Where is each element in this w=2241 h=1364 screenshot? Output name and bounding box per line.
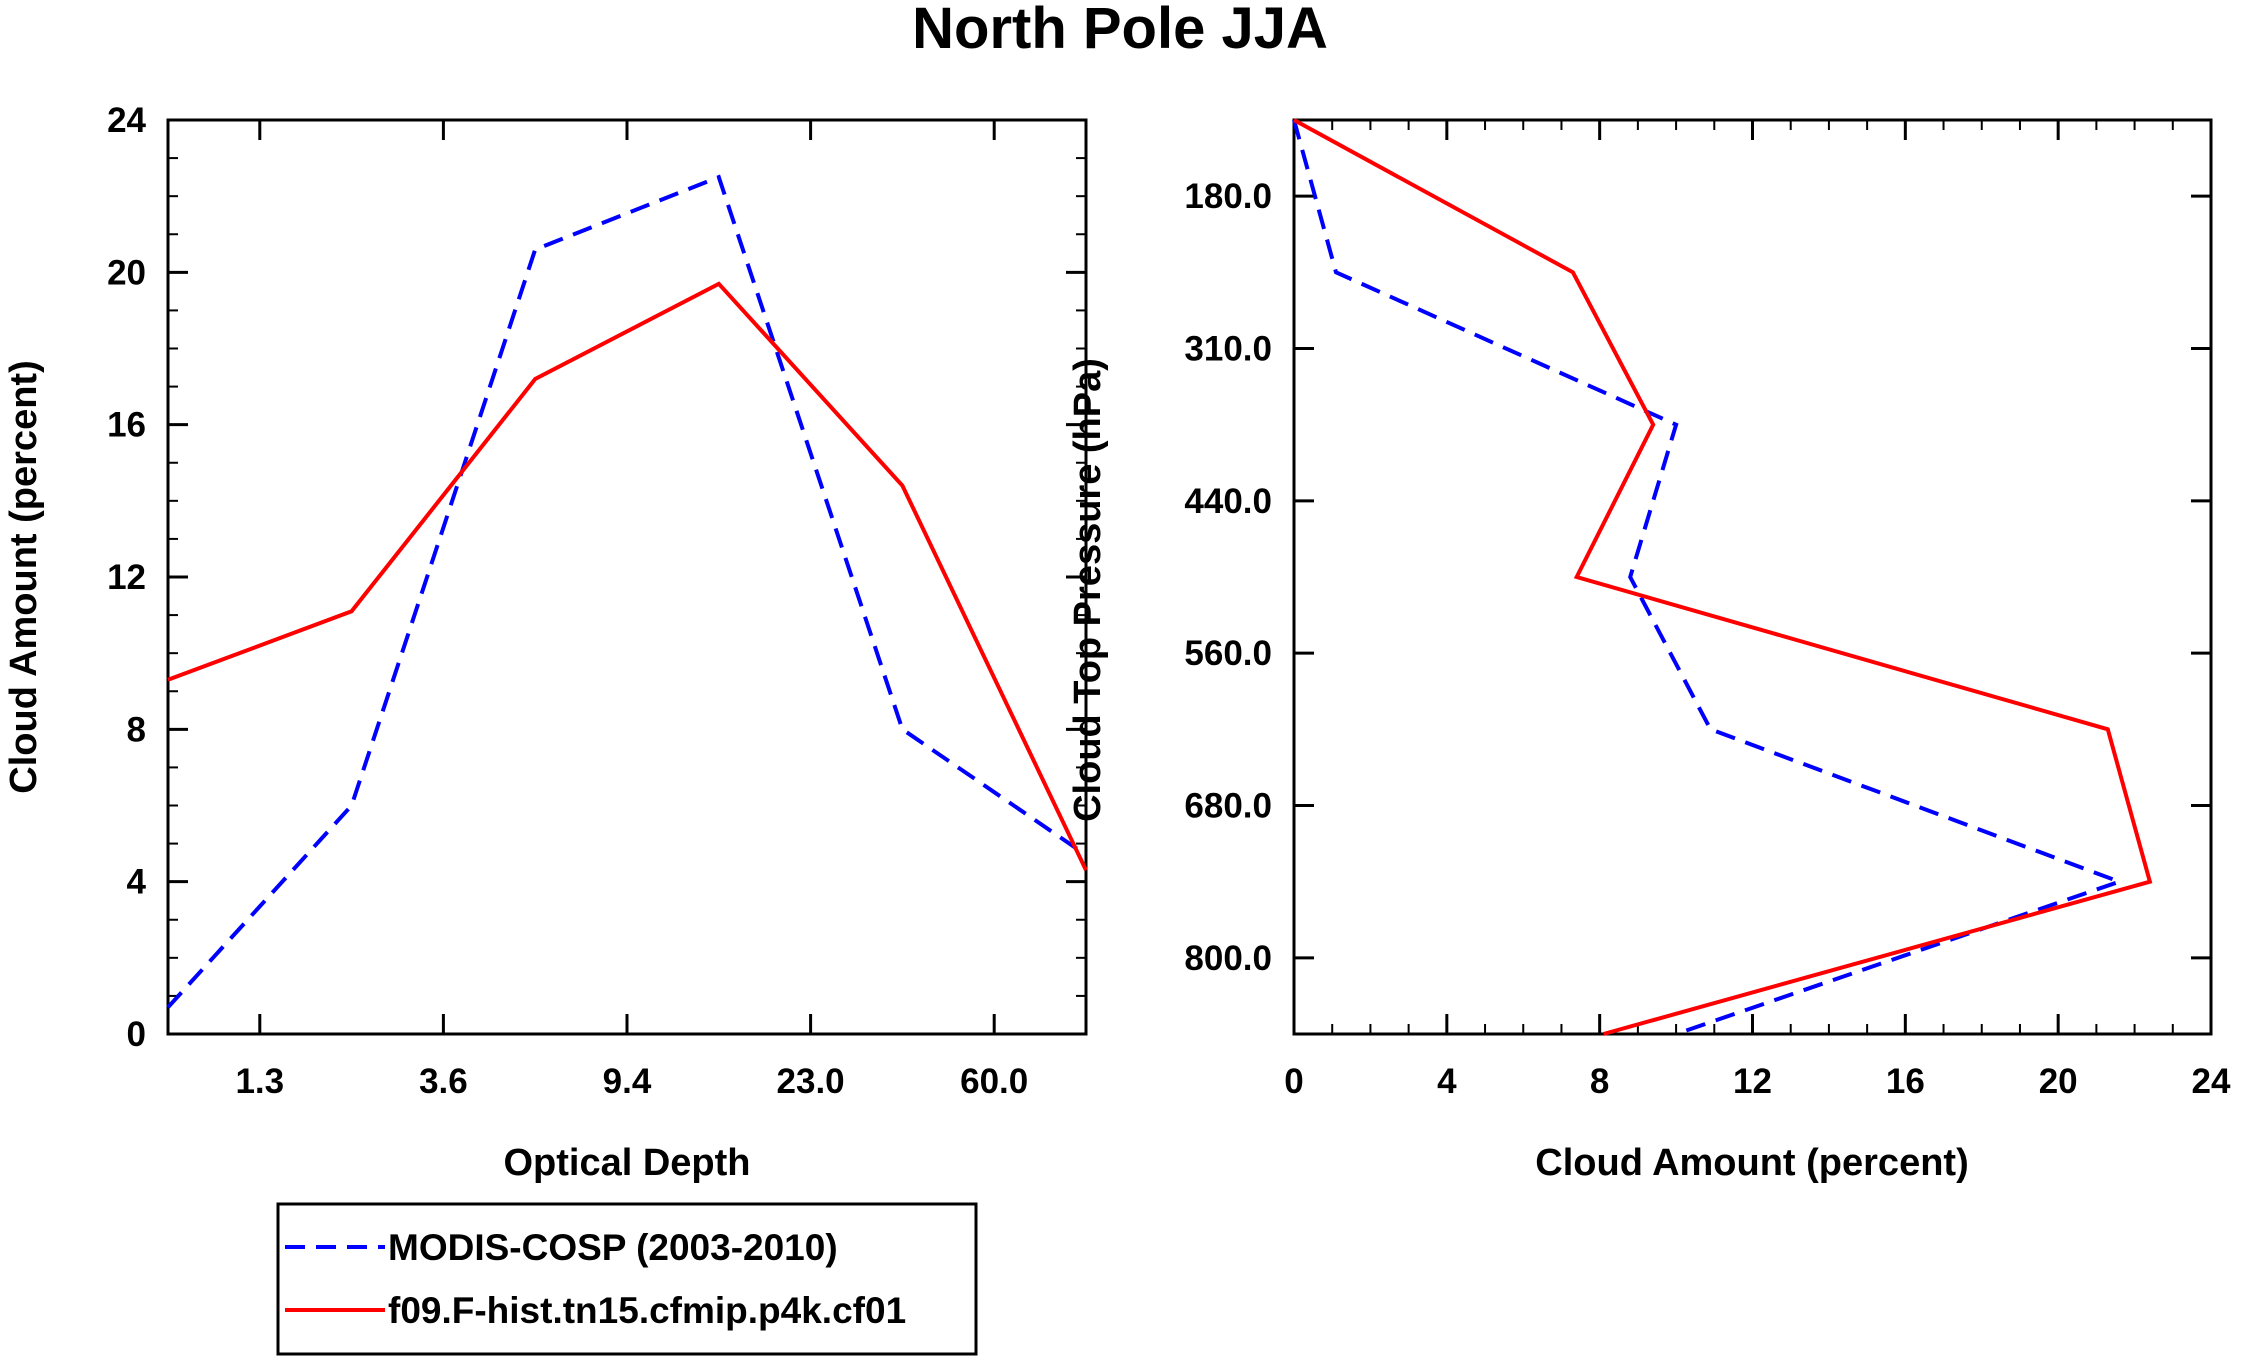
left-y-axis-label: Cloud Amount (percent): [3, 360, 45, 793]
left-series-line-modis: [166, 174, 1088, 1009]
left-x-tick-label: 1.3: [235, 1062, 284, 1101]
left-y-tick-label: 20: [107, 253, 146, 292]
right-panel: 0 4 8 12 16 20 24 180.0 310.0 440.0 560.0 680.0 800.…: [1067, 118, 2231, 1184]
left-series-lines: [166, 174, 1088, 1009]
right-x-tick-label: 8: [1590, 1062, 1609, 1101]
legend-label-modis: MODIS-COSP (2003-2010): [388, 1227, 838, 1268]
right-tick-marks: 0 4 8 12 16 20 24 180.0 310.0 440.0 560.0 680.0 800.…: [1184, 120, 2231, 1101]
left-tick-marks: 0 4 8 12 16 20 24 1.3 3.6 9.4 23.0 60.0: [107, 101, 1086, 1101]
legend-label-model: f09.F-hist.tn15.cfmip.p4k.cf01: [388, 1290, 906, 1331]
right-y-tick-label: 800.0: [1184, 939, 1272, 978]
right-y-tick-label: 440.0: [1184, 482, 1272, 521]
right-y-tick-label: 310.0: [1184, 330, 1272, 369]
right-x-axis-label: Cloud Amount (percent): [1535, 1142, 1968, 1184]
right-x-tick-label: 24: [2192, 1062, 2231, 1101]
right-x-tick-label: 16: [1886, 1062, 1925, 1101]
left-y-tick-label: 16: [107, 406, 146, 445]
left-x-axis-label: Optical Depth: [503, 1142, 750, 1184]
left-plot-frame: [166, 118, 1088, 1036]
left-y-tick-label: 4: [127, 863, 147, 902]
right-y-tick-label: 560.0: [1184, 634, 1272, 673]
left-series-line-model: [167, 281, 1088, 872]
left-x-tick-label: 23.0: [777, 1062, 845, 1101]
left-y-tick-label: 12: [107, 558, 146, 597]
legend: MODIS-COSP (2003-2010) f09.F-hist.tn15.c…: [276, 1202, 978, 1356]
left-x-tick-label: 3.6: [419, 1062, 468, 1101]
legend-box: [276, 1202, 978, 1356]
right-x-tick-label: 0: [1284, 1062, 1303, 1101]
left-y-tick-label: 24: [107, 101, 146, 140]
right-y-tick-label: 180.0: [1184, 177, 1272, 216]
right-x-tick-label: 4: [1437, 1062, 1457, 1101]
right-y-axis-label: Cloud Top Pressure (hPa): [1067, 358, 1109, 822]
right-y-tick-label: 680.0: [1184, 787, 1272, 826]
left-x-tick-label: 9.4: [603, 1062, 652, 1101]
right-x-tick-label: 12: [1733, 1062, 1772, 1101]
left-x-tick-label: 60.0: [960, 1062, 1028, 1101]
right-x-tick-label: 20: [2039, 1062, 2078, 1101]
right-series-lines: [1292, 118, 2153, 1036]
left-y-tick-label: 0: [127, 1015, 146, 1054]
right-series-line-model: [1293, 118, 2153, 1036]
right-series-line-modis: [1292, 119, 2126, 1036]
chart-title: North Pole JJA: [912, 0, 1328, 61]
left-y-tick-label: 8: [127, 710, 146, 749]
left-panel: 0 4 8 12 16 20 24 1.3 3.6 9.4 23.0 60.0 Optical Dep…: [3, 101, 1088, 1184]
